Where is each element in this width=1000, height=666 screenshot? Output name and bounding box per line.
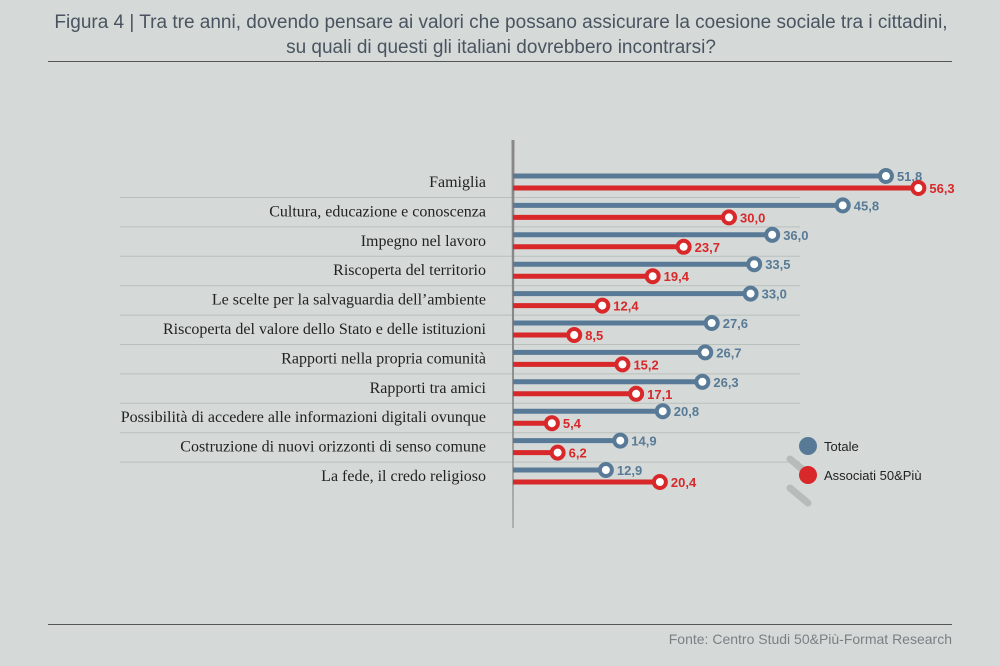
value-label: 26,7 <box>716 345 741 360</box>
source-rule <box>48 624 952 625</box>
legend-label: Associati 50&Più <box>824 468 922 483</box>
chart-bars: 51,8 56,3 45,8 30,0 36,0 23,7 33,5 19,4 33,0 12,4… <box>513 168 955 490</box>
associati-marker <box>628 385 645 402</box>
totale-marker <box>742 285 759 302</box>
category-label: Riscoperta del territorio <box>333 262 486 279</box>
value-label: 33,0 <box>762 287 787 302</box>
category-label: Famiglia <box>429 174 486 191</box>
value-label: 30,0 <box>740 210 765 225</box>
value-label: 33,5 <box>765 257 790 272</box>
category-label: Rapporti nella propria comunità <box>281 350 486 367</box>
row-separators <box>120 197 800 463</box>
category-labels: Famiglia Cultura, educazione e conoscenza… <box>121 174 487 485</box>
associati-marker <box>651 474 668 490</box>
totale-marker <box>597 462 614 478</box>
totale-marker <box>612 432 629 449</box>
value-label: 26,3 <box>713 375 738 390</box>
value-label: 56,3 <box>929 181 954 196</box>
source-note: Fonte: Centro Studi 50&Più-Format Resear… <box>668 631 952 647</box>
value-label: 27,6 <box>723 316 748 331</box>
category-label: La fede, il credo religioso <box>321 468 486 485</box>
associati-marker <box>675 238 692 255</box>
value-label: 12,4 <box>613 299 639 314</box>
category-label: Costruzione di nuovi orizzonti di senso … <box>180 439 486 456</box>
category-label: Impegno nel lavoro <box>361 233 486 250</box>
associati-marker <box>721 209 737 226</box>
category-label: Le scelte per la salvaguardia dell’ambie… <box>212 292 486 309</box>
value-label: 17,1 <box>647 387 672 402</box>
value-label: 5,4 <box>563 416 582 431</box>
totale-marker <box>764 226 781 243</box>
associati-marker <box>644 268 661 285</box>
associati-marker <box>566 327 583 343</box>
value-label: 15,2 <box>633 357 658 372</box>
value-label: 19,4 <box>664 269 690 284</box>
legend-shadow <box>786 484 812 507</box>
totale-marker <box>694 373 711 390</box>
legend-label: Totale <box>824 439 859 454</box>
associati-marker <box>543 415 560 432</box>
category-label: Possibilità di accedere alle informazion… <box>121 409 486 426</box>
value-label: 20,4 <box>671 475 697 490</box>
totale-marker <box>654 403 671 420</box>
associati-marker <box>549 444 566 461</box>
value-label: 20,8 <box>674 404 699 419</box>
totale-marker <box>697 344 714 361</box>
value-label: 12,9 <box>617 463 642 478</box>
value-label: 14,9 <box>631 434 656 449</box>
figure-title: Figura 4 | Tra tre anni, dovendo pensare… <box>54 12 948 58</box>
value-label: 51,8 <box>897 169 922 184</box>
category-label: Cultura, educazione e conoscenza <box>269 203 486 220</box>
value-label: 8,5 <box>585 328 603 343</box>
value-label: 45,8 <box>854 198 879 213</box>
totale-marker <box>834 197 851 214</box>
category-label: Riscoperta del valore dello Stato e dell… <box>163 321 487 338</box>
value-label: 36,0 <box>783 228 808 243</box>
legend-totale-dot <box>799 437 817 455</box>
associati-marker <box>910 180 927 196</box>
associati-marker <box>614 356 631 373</box>
chart-legend: Totale Associati 50&Più <box>786 437 922 507</box>
legend-associati-dot <box>799 466 817 484</box>
totale-marker <box>877 168 894 184</box>
totale-marker <box>746 256 763 273</box>
category-label: Rapporti tra amici <box>370 380 487 397</box>
title-rule <box>48 61 952 62</box>
associati-marker <box>594 297 611 314</box>
value-label: 6,2 <box>569 446 587 461</box>
totale-marker <box>703 315 720 331</box>
value-label: 23,7 <box>695 240 720 255</box>
